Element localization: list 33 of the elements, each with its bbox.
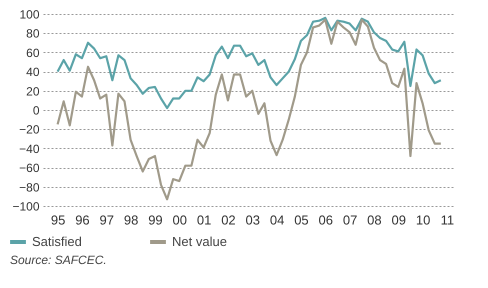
x-tick-label: 03	[246, 212, 260, 228]
y-tick-label: −100	[12, 200, 40, 214]
legend-label: Net value	[172, 234, 227, 249]
source-note: Source: SAFCEC.	[10, 253, 107, 267]
legend-label: Satisfied	[32, 234, 82, 249]
x-tick-label: 01	[196, 212, 212, 228]
x-tick-label: 00	[172, 212, 187, 228]
y-tick-label: −20	[19, 122, 40, 137]
y-tick-label: 60	[26, 46, 40, 60]
y-tick-label: 80	[26, 26, 40, 41]
y-tick-label: −60	[19, 161, 40, 176]
x-tick-label: 08	[367, 212, 382, 228]
y-tick-label: 40	[26, 65, 40, 80]
x-tick-label: 05	[294, 212, 309, 228]
x-tick-label: 11	[440, 212, 454, 228]
x-tick-label: 07	[342, 212, 358, 228]
x-tick-label: 10	[416, 212, 430, 228]
x-tick-label: 99	[148, 212, 163, 228]
x-tick-label: 95	[50, 212, 66, 228]
y-tick-label: −80	[19, 180, 40, 194]
x-tick-label: 96	[75, 212, 90, 228]
y-tick-label: 0	[32, 104, 40, 118]
x-tick-label: 02	[221, 212, 236, 228]
x-tick-label: 04	[270, 212, 284, 228]
y-tick-label: −40	[19, 142, 40, 156]
y-tick-label: 20	[26, 84, 40, 98]
x-tick-label: 98	[124, 212, 138, 228]
x-tick-label: 97	[100, 212, 114, 228]
line-series	[56, 16, 442, 110]
x-tick-label: 06	[318, 212, 333, 228]
y-tick-label: 100	[19, 8, 40, 22]
x-tick-label: 09	[392, 212, 406, 228]
line-series	[56, 18, 442, 200]
